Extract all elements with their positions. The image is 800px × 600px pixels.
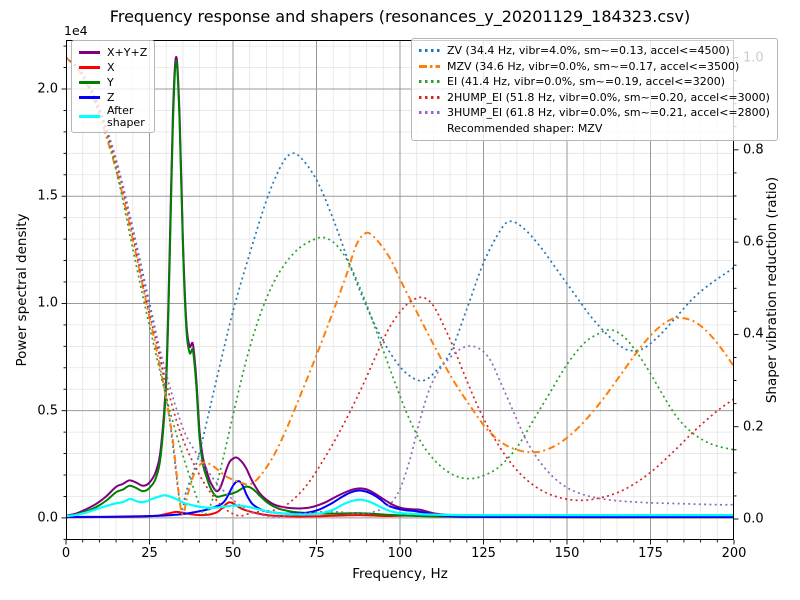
legend-item: X [79,60,147,75]
legend-item-label: After shaper [107,104,145,129]
legend-item: MZV (34.6 Hz, vibr=0.0%, sm~=0.17, accel… [419,59,770,75]
legend-item-label: 3HUMP_EI (61.8 Hz, vibr=0.0%, sm~=0.21, … [447,106,770,119]
x-tick-label: 75 [308,546,325,561]
legend-item-label: 2HUMP_EI (51.8 Hz, vibr=0.0%, sm~=0.20, … [447,90,770,104]
legend-item-label: Z [107,90,115,104]
y-right-tick-label: 0.4 [743,326,764,342]
y-right-tick-label: 0.2 [743,419,764,435]
legend-line-swatch [419,111,440,115]
x-tick-label: 50 [224,546,242,561]
y-right-tick-label: 0.0 [743,511,764,527]
legend-line-swatch [419,80,440,84]
legend-item-label: X+Y+Z [107,45,148,59]
legend-item-label: MZV (34.6 Hz, vibr=0.0%, sm~=0.17, accel… [447,59,740,73]
x-tick-label: 0 [61,546,71,561]
x-tick-label: 200 [721,546,747,561]
legend-item: Z [79,90,147,105]
legend-line-swatch [79,81,100,84]
legend-item: X+Y+Z [79,45,147,60]
recommended-shaper-text: Recommended shaper: MZV [447,121,603,135]
legend-line-swatch [79,51,100,54]
legend-item-label: EI (41.4 Hz, vibr=0.0%, sm~=0.19, accel<… [447,75,725,88]
y-left-axis-label: Power spectral density [14,213,30,367]
psd-legend: X+Y+Z X Y Z After shaper [71,40,156,133]
x-tick-label: 150 [554,546,580,561]
y-left-tick-label: 2.0 [37,81,58,97]
y-left-tick-label: 1.5 [37,188,58,204]
legend-item-label: Y [107,75,114,89]
y-axis-offset-label: 1e4 [64,23,88,38]
legend-item: After shaper [79,105,147,128]
legend-item: 3HUMP_EI (61.8 Hz, vibr=0.0%, sm~=0.21, … [419,105,770,121]
legend-recommendation-row: Recommended shaper: MZV [419,121,770,137]
y-left-tick-label: 0.0 [37,510,58,526]
shaper-legend: ZV (34.4 Hz, vibr=4.0%, sm~=0.13, accel<… [411,38,778,141]
y-left-tick-label: 1.0 [37,295,58,311]
legend-line-swatch [419,64,440,68]
legend-line-swatch [79,96,100,99]
legend-line-swatch [419,49,440,53]
y-right-tick-label: 0.6 [743,234,764,250]
legend-item-label: X [107,60,115,74]
x-tick-label: 175 [638,546,663,561]
legend-item-label: ZV (34.4 Hz, vibr=4.0%, sm~=0.13, accel<… [447,44,730,57]
x-tick-label: 25 [141,546,158,561]
y-left-tick-label: 0.5 [37,403,58,419]
x-axis-label: Frequency, Hz [352,566,448,582]
legend-item: Y [79,75,147,90]
legend-line-swatch [79,66,100,69]
legend-item: ZV (34.4 Hz, vibr=4.0%, sm~=0.13, accel<… [419,43,770,59]
y-right-axis-label: Shaper vibration reduction (ratio) [764,176,780,404]
x-tick-label: 125 [471,546,496,561]
legend-line-swatch [419,95,440,99]
y-right-tick-label: 0.8 [743,142,764,158]
legend-item: EI (41.4 Hz, vibr=0.0%, sm~=0.19, accel<… [419,74,770,90]
legend-item: 2HUMP_EI (51.8 Hz, vibr=0.0%, sm~=0.20, … [419,90,770,106]
x-tick-label: 100 [387,546,413,561]
chart-title: Frequency response and shapers (resonanc… [109,7,691,26]
legend-line-swatch [79,115,100,118]
